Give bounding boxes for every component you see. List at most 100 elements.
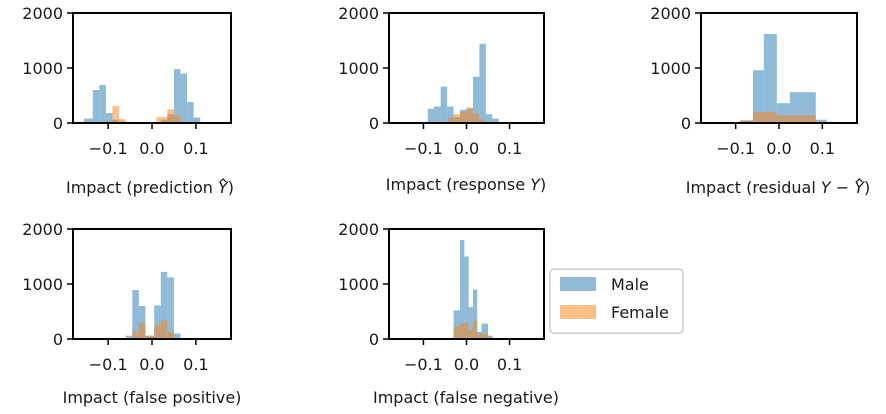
- bar-male-8: [479, 43, 486, 123]
- x-tick-label: 0.0: [139, 139, 164, 158]
- legend-label-male: Male: [611, 275, 649, 294]
- x-tick-label: 0.0: [766, 139, 791, 158]
- bar-male-6: [167, 277, 174, 339]
- hat-accent: [855, 178, 863, 183]
- bar-female-0: [740, 120, 753, 123]
- x-axis-label: Impact (prediction Y): [66, 178, 234, 197]
- bar-male-1: [460, 240, 465, 339]
- bar-female-4: [156, 116, 168, 123]
- y-tick-label: 1000: [338, 275, 379, 294]
- bar-female-3: [154, 325, 161, 339]
- bar-male-4: [154, 305, 161, 339]
- y-tick-label: 1000: [338, 59, 379, 78]
- bar-male-9: [173, 69, 181, 123]
- y-tick-label: 2000: [338, 4, 379, 23]
- bar-male-11: [187, 102, 194, 123]
- x-tick-label: −0.1: [716, 139, 755, 158]
- series-female: [447, 107, 486, 123]
- legend-swatch-male: [560, 277, 596, 291]
- bar-male-6: [481, 323, 489, 339]
- x-tick-label: 0.1: [497, 139, 522, 158]
- y-tick-label: 0: [369, 330, 379, 349]
- x-tick-label: 0.1: [183, 355, 208, 374]
- bar-male-2: [138, 306, 146, 339]
- bar-male-7: [173, 333, 181, 339]
- bar-female-5: [167, 332, 174, 339]
- series-male: [125, 271, 181, 339]
- y-tick-label: 2000: [338, 220, 379, 239]
- bar-female-0: [447, 118, 454, 123]
- bar-male-1: [132, 290, 139, 339]
- hat-accent: [219, 178, 227, 183]
- bar-female-0: [453, 326, 461, 339]
- x-axis-label: Impact (false positive): [63, 388, 242, 407]
- series-female: [105, 105, 181, 123]
- subplot-5: 0 1000 2000 −0.1 0.0 0.1 Impact (false negativ…: [338, 220, 559, 407]
- bar-male-1: [753, 70, 764, 123]
- series-male: [427, 43, 499, 123]
- bar-female-4: [160, 320, 168, 339]
- x-axis-label: Impact (residual Y − Y): [686, 178, 871, 197]
- x-tick-label: 0.1: [497, 355, 522, 374]
- subplot-2: 0 1000 2000 −0.1 0.0 0.1 Impact (response Y): [338, 4, 546, 194]
- bar-male-0: [125, 335, 133, 339]
- bar-male-9: [485, 114, 493, 123]
- y-tick-label: 0: [53, 330, 63, 349]
- x-tick-label: 0.1: [183, 139, 208, 158]
- y-tick-label: 1000: [650, 59, 691, 78]
- y-tick-label: 2000: [22, 220, 63, 239]
- bar-female-0: [105, 120, 113, 123]
- y-tick-label: 0: [53, 114, 63, 133]
- bar-female-3: [466, 107, 473, 123]
- x-tick-label: −0.1: [89, 355, 128, 374]
- bar-female-1: [453, 114, 461, 123]
- y-tick-label: 0: [369, 114, 379, 133]
- series-male: [740, 33, 838, 123]
- y-tick-label: 2000: [650, 4, 691, 23]
- bar-female-5: [167, 109, 174, 123]
- plot-frame: [72, 228, 232, 340]
- bar-female-3: [776, 115, 790, 123]
- y-tick-label: 0: [681, 114, 691, 133]
- bar-male-10: [492, 118, 499, 123]
- bar-female-2: [763, 112, 777, 123]
- y-tick-label: 1000: [22, 59, 63, 78]
- bar-male-0: [427, 108, 435, 123]
- x-axis-label: Impact (response Y): [386, 175, 546, 194]
- bar-male-2: [464, 256, 469, 339]
- bar-male-3: [468, 307, 473, 339]
- bar-female-1: [460, 323, 465, 339]
- bar-male-4: [472, 289, 478, 339]
- bar-male-0: [453, 310, 461, 339]
- x-tick-label: 0.0: [454, 355, 479, 374]
- bar-female-2: [119, 119, 126, 123]
- series-male: [75, 69, 201, 123]
- x-tick-label: 0.0: [454, 139, 479, 158]
- subplot-1: 0 1000 2000 −0.1 0.0 0.1 Impact (prediction Y): [22, 4, 234, 197]
- plot-frame: [388, 12, 545, 124]
- bar-male-7: [472, 76, 480, 123]
- bar-male-5: [815, 119, 827, 123]
- legend-swatch-female: [560, 305, 596, 319]
- subplot-3: 0 1000 2000 −0.1 0.0 0.1 Impact (residual Y − …: [650, 4, 870, 197]
- x-tick-label: 0.0: [139, 355, 164, 374]
- bar-female-5: [477, 334, 482, 339]
- x-axis-label: Impact (false negative): [373, 388, 559, 407]
- bar-female-6: [173, 115, 181, 123]
- bar-female-1: [753, 112, 764, 123]
- bar-male-2: [440, 86, 448, 123]
- x-tick-label: 0.1: [810, 139, 835, 158]
- y-tick-label: 2000: [22, 4, 63, 23]
- x-tick-label: −0.1: [89, 139, 128, 158]
- bar-male-3: [99, 85, 106, 123]
- bar-female-0: [132, 331, 139, 339]
- bar-male-1: [83, 118, 93, 123]
- bar-male-3: [447, 106, 454, 123]
- bar-female-1: [138, 323, 146, 339]
- bar-female-6: [481, 333, 489, 339]
- series-female: [132, 320, 174, 339]
- bar-female-3: [468, 329, 473, 339]
- bar-female-4: [789, 115, 816, 123]
- bar-female-4: [472, 113, 480, 123]
